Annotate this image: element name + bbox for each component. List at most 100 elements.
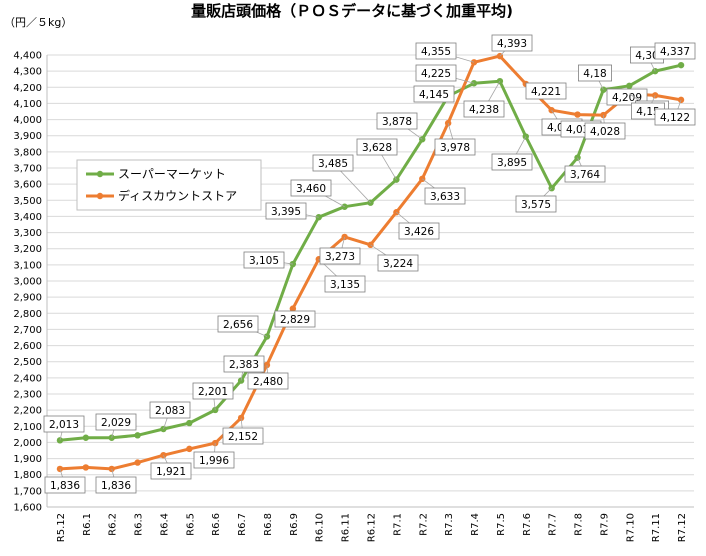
data-label: 1,836 [101,480,131,492]
data-label: 4,355 [421,46,451,58]
data-label: 4,393 [497,38,527,50]
y-tick-labels: 1,600 1,700 1,800 1,900 2,000 2,100 2,200 2,300… [13,51,42,514]
x-tick-label: R7.9 [599,513,610,536]
data-label: 3,978 [440,142,470,154]
data-labels-group: 2,013 2,029 2,083 2,201 2,383 2,656 3,105 3,395… [43,34,696,494]
x-tick-label: R6.3 [134,513,145,536]
data-point [574,111,581,118]
data-label-box [515,195,557,213]
data-label: 3,426 [404,226,434,238]
data-point [186,419,193,427]
data-point [186,445,193,453]
data-label-box [491,34,533,52]
y-tick-label: 2,600 [13,341,42,352]
legend-swatch-marker [96,170,104,178]
x-tick-label: R7.4 [470,513,481,536]
data-label: 4,30 [635,50,658,62]
data-label: 3,878 [382,116,412,128]
data-point [626,82,633,90]
y-tick-label: 2,500 [13,357,42,368]
data-label: 1,996 [199,455,229,467]
y-tick-label: 4,300 [13,67,42,78]
legend-swatch-marker [96,192,104,200]
x-tick-label: R7.10 [625,513,636,542]
data-point [108,465,115,473]
data-label-box [274,310,316,328]
gridlines [47,54,694,508]
x-tick-label: R6.9 [289,513,300,536]
data-label: 3,105 [249,255,279,267]
data-label-box [463,100,505,118]
data-label: 4,122 [660,112,690,124]
data-label: 2,083 [155,405,185,417]
y-tick-label: 2,900 [13,293,42,304]
y-tick-label: 2,400 [13,373,42,384]
data-label: 3,395 [271,206,301,218]
data-label-box [525,82,567,100]
data-label: 2,013 [49,419,79,431]
data-point [134,432,141,439]
x-tick-label: R7.5 [496,513,507,536]
data-label-box [265,202,307,220]
data-label: 3,633 [430,191,460,203]
y-tick-label: 4,400 [13,51,42,62]
y-tick-label: 2,700 [13,325,42,336]
data-label-box [377,254,419,272]
y-tick-label: 4,000 [13,115,42,126]
y-tick-label: 1,800 [13,470,42,481]
data-label: 3,575 [521,199,551,211]
y-tick-label: 3,400 [13,212,42,223]
x-tick-label: R7.12 [677,513,688,542]
x-tick-label: R6.2 [108,513,119,536]
data-label-box [324,275,366,293]
y-tick-label: 2,800 [13,309,42,320]
x-tick-label: R6.6 [211,513,222,536]
data-label-box [584,122,626,140]
data-label-box [491,153,533,171]
data-point [82,434,90,441]
x-tick-label: R7.6 [522,513,533,536]
data-label-box [243,251,285,269]
y-tick-label: 3,800 [13,147,42,158]
x-tick-label: R7.8 [574,513,585,536]
data-label-box [434,138,476,156]
data-label: 2,029 [101,417,131,429]
x-tick-label: R6.11 [341,513,352,542]
y-tick-label: 2,300 [13,390,42,401]
data-label: 2,152 [228,431,258,443]
x-tick-labels: R5.12 R6.1 R6.2 R6.3 R6.4 R6.5 R6.6 R6.7 R6.8 R6.… [56,513,688,542]
y-tick-label: 3,700 [13,164,42,175]
y-tick-label: 1,700 [13,486,42,497]
data-label: 4,145 [419,89,449,101]
data-label-box [312,154,354,172]
data-label: 3,764 [570,169,600,181]
data-label-box [95,476,137,494]
data-point [134,459,141,466]
data-label-box [223,355,265,373]
data-label-box [193,451,235,469]
y-tick-label: 3,100 [13,260,42,271]
data-label-box [413,85,455,103]
data-label-box [319,247,361,265]
data-label: 3,460 [296,183,326,195]
x-tick-label: R6.12 [367,513,378,542]
y-tick-label: 3,500 [13,196,42,207]
y-tick-label: 3,600 [13,180,42,191]
y-tick-label: 3,900 [13,131,42,142]
y-tick-label: 2,100 [13,422,42,433]
data-label: 3,135 [330,279,360,291]
x-tick-label: R7.2 [418,513,429,536]
data-label-box [95,413,137,431]
x-tick-label: R6.5 [185,513,196,536]
data-label-box [290,179,332,197]
data-label: 3,273 [325,251,355,263]
data-label-box [192,382,234,400]
y-tick-label: 3,300 [13,228,42,239]
data-label: 3,895 [497,157,527,169]
data-label: 4,238 [469,104,499,116]
data-label: 4,18 [583,68,606,80]
data-label: 2,480 [253,376,283,388]
data-label: 3,628 [362,142,392,154]
x-tick-label: R7.11 [651,513,662,542]
data-label-box [150,462,192,480]
